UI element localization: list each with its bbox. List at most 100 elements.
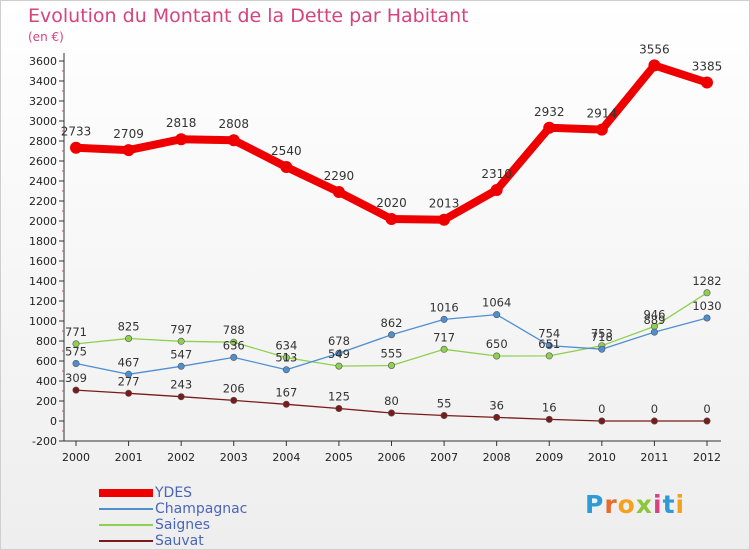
data-label-ydes: 2020 — [376, 196, 407, 210]
data-point-champagnac — [598, 345, 606, 353]
legend-label: Champagnac — [155, 501, 248, 517]
y-tick-label: 1200 — [29, 295, 57, 308]
chart-title: Evolution du Montant de la Dette par Hab… — [28, 5, 469, 27]
data-point-sauvat — [650, 417, 658, 425]
data-point-ydes — [175, 133, 188, 146]
data-label-champagnac: 467 — [118, 355, 140, 369]
data-point-sauvat — [440, 411, 448, 419]
data-label-sauvat: 309 — [65, 371, 87, 385]
data-point-ydes — [227, 134, 240, 147]
data-point-champagnac — [703, 314, 711, 322]
data-label-champagnac: 547 — [170, 347, 192, 361]
data-point-saignes — [72, 340, 80, 348]
data-label-sauvat: 243 — [170, 378, 192, 392]
data-point-saignes — [493, 352, 501, 360]
data-point-champagnac — [545, 342, 553, 350]
data-point-ydes — [280, 161, 293, 173]
data-label-saignes: 753 — [591, 327, 613, 341]
data-point-ydes — [595, 123, 608, 136]
data-point-champagnac — [387, 331, 395, 339]
data-label-champagnac: 513 — [275, 351, 297, 365]
data-point-ydes — [701, 76, 713, 89]
data-label-sauvat: 0 — [703, 402, 710, 416]
data-label-sauvat: 36 — [489, 398, 504, 412]
data-label-champagnac: 754 — [538, 327, 560, 341]
data-label-ydes: 2540 — [271, 144, 302, 158]
data-point-champagnac — [230, 353, 238, 361]
data-point-saignes — [387, 361, 395, 369]
data-label-ydes: 2013 — [429, 197, 460, 211]
data-label-saignes: 634 — [275, 339, 297, 353]
data-label-ydes: 2914 — [587, 107, 618, 121]
y-tick-label: 3600 — [29, 55, 57, 68]
data-label-ydes: 3556 — [639, 42, 670, 56]
data-point-champagnac — [125, 370, 133, 378]
x-tick-label: 2012 — [693, 451, 721, 464]
data-point-sauvat — [125, 389, 133, 397]
data-point-saignes — [125, 334, 133, 342]
data-label-saignes: 650 — [486, 337, 508, 351]
x-tick-label: 2009 — [535, 451, 563, 464]
data-point-ydes — [543, 121, 556, 134]
data-point-saignes — [703, 289, 711, 297]
data-label-saignes: 797 — [170, 322, 192, 336]
x-tick-label: 2005 — [325, 451, 353, 464]
data-point-ydes — [490, 184, 503, 196]
unit-label: (en €) — [28, 30, 64, 44]
x-tick-label: 2006 — [378, 451, 406, 464]
y-tick-label: 2600 — [29, 155, 57, 168]
data-label-champagnac: 1016 — [429, 300, 458, 314]
data-point-champagnac — [440, 315, 448, 323]
legend-swatch — [99, 524, 153, 526]
y-tick-label: 1800 — [29, 235, 57, 248]
data-label-champagnac: 636 — [223, 338, 245, 352]
data-point-champagnac — [282, 366, 290, 374]
x-tick-label: 2000 — [62, 451, 90, 464]
y-tick-label: 600 — [36, 355, 57, 368]
data-point-ydes — [122, 144, 135, 157]
data-label-saignes: 555 — [381, 347, 403, 361]
data-label-ydes: 2290 — [324, 169, 355, 183]
data-label-ydes: 3385 — [692, 60, 723, 74]
data-label-saignes: 549 — [328, 347, 350, 361]
data-point-champagnac — [72, 359, 80, 367]
data-label-saignes: 788 — [223, 323, 245, 337]
data-label-saignes: 771 — [65, 325, 87, 339]
y-tick-label: 2200 — [29, 195, 57, 208]
data-point-sauvat — [72, 386, 80, 394]
x-tick-label: 2004 — [272, 451, 300, 464]
y-tick-label: 2800 — [29, 135, 57, 148]
data-point-sauvat — [230, 396, 238, 404]
legend-label: Saignes — [155, 517, 211, 533]
x-tick-label: 2011 — [640, 451, 668, 464]
data-point-sauvat — [282, 400, 290, 408]
data-point-saignes — [230, 338, 238, 346]
y-tick-label: 800 — [36, 335, 57, 348]
data-label-sauvat: 55 — [437, 397, 452, 411]
data-point-saignes — [440, 345, 448, 353]
data-label-sauvat: 0 — [598, 402, 605, 416]
data-label-saignes: 946 — [643, 307, 665, 321]
y-tick-label: -200 — [32, 435, 57, 448]
data-point-sauvat — [545, 415, 553, 423]
data-label-ydes: 2310 — [481, 167, 512, 181]
x-tick-label: 2003 — [220, 451, 248, 464]
data-label-saignes: 1282 — [692, 274, 721, 288]
data-point-sauvat — [703, 417, 711, 425]
data-label-ydes: 2818 — [166, 116, 197, 130]
data-label-saignes: 717 — [433, 330, 455, 344]
x-tick-label: 2001 — [115, 451, 143, 464]
data-label-champagnac: 678 — [328, 334, 350, 348]
data-label-champagnac: 862 — [381, 316, 403, 330]
data-label-sauvat: 277 — [118, 374, 140, 388]
y-tick-label: 1400 — [29, 275, 57, 288]
legend-label: Sauvat — [155, 533, 204, 549]
y-tick-label: 400 — [36, 375, 57, 388]
data-label-champagnac: 575 — [65, 345, 87, 359]
data-label-sauvat: 0 — [651, 402, 658, 416]
data-point-saignes — [545, 352, 553, 360]
data-point-ydes — [332, 186, 345, 198]
data-label-ydes: 2733 — [61, 125, 92, 139]
